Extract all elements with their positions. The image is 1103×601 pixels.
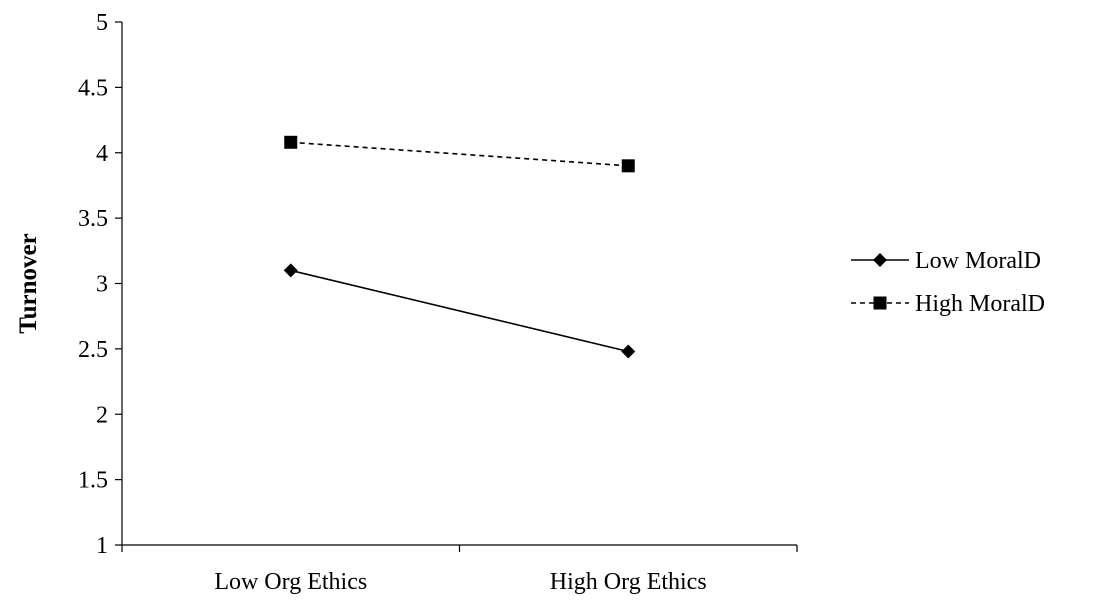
legend-label: High MoralD <box>915 291 1045 317</box>
series-low-morald <box>283 263 636 359</box>
y-tick-label: 3.5 <box>78 206 108 232</box>
legend-marker <box>873 296 887 310</box>
legend-entry: High MoralD <box>851 291 1045 317</box>
y-axis-title: Turnover <box>15 233 42 333</box>
y-tick-label: 2 <box>96 402 108 428</box>
x-tick-label: High Org Ethics <box>550 569 707 595</box>
data-point <box>621 159 635 173</box>
series <box>283 135 636 359</box>
legend-entry: Low MoralD <box>851 248 1041 274</box>
x-tick-label: Low Org Ethics <box>214 569 367 595</box>
y-tick-label: 4 <box>96 141 108 167</box>
series-line <box>290 269 629 353</box>
axes <box>121 22 797 546</box>
series-high-morald <box>284 135 635 173</box>
y-ticks: 1 1.5 2 2.5 3 3.5 4 4.5 5 <box>78 10 122 559</box>
legend: Low MoralD High MoralD <box>851 248 1045 317</box>
data-point <box>621 344 636 359</box>
data-point <box>284 135 298 149</box>
y-tick-label: 2.5 <box>78 337 108 363</box>
x-ticks: Low Org Ethics High Org Ethics <box>121 545 798 595</box>
y-tick-label: 3 <box>96 272 108 298</box>
series-line <box>290 141 629 167</box>
legend-marker <box>873 253 887 267</box>
y-tick-label: 4.5 <box>78 75 108 101</box>
y-tick-label: 1.5 <box>78 468 108 494</box>
data-point <box>283 263 298 278</box>
legend-label: Low MoralD <box>915 248 1041 274</box>
y-tick-label: 5 <box>96 10 108 36</box>
y-tick-label: 1 <box>96 533 108 559</box>
